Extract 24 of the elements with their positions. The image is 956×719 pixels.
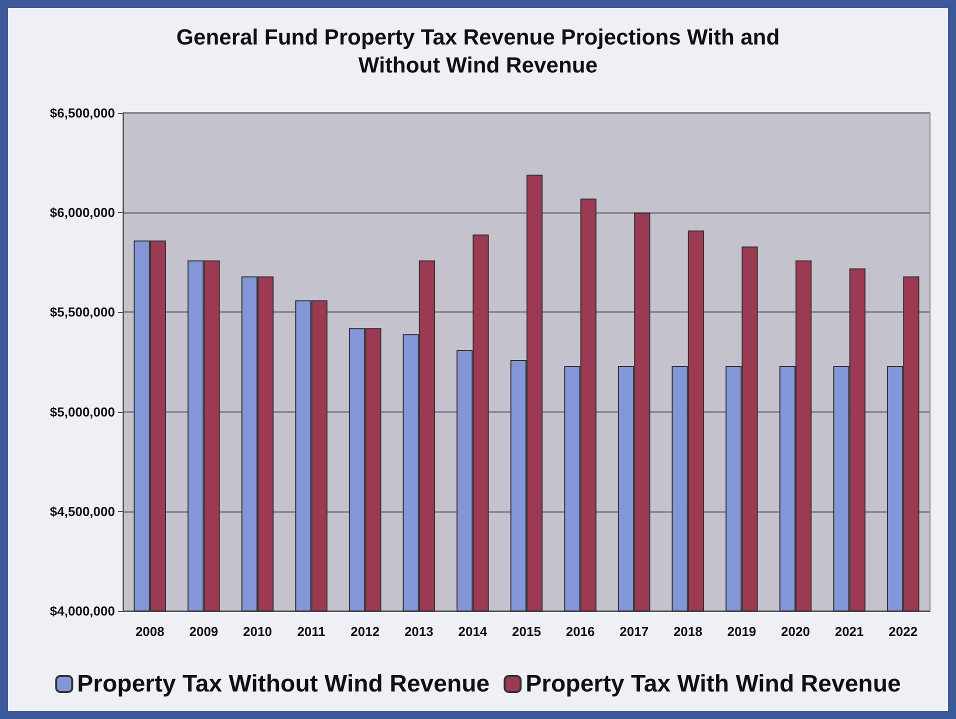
x-tick-label: 2017	[620, 624, 649, 639]
x-tick-label: 2020	[781, 624, 810, 639]
x-tick-label: 2011	[297, 624, 326, 639]
x-tick-label: 2010	[243, 624, 272, 639]
legend-label: Property Tax With Wind Revenue	[526, 670, 901, 698]
x-tick-label: 2021	[834, 624, 864, 639]
x-tick-label: 2019	[727, 624, 756, 639]
y-tick-label: $4,500,000	[50, 504, 115, 519]
x-tick-label: 2016	[566, 624, 595, 639]
x-tick-label: 2014	[458, 624, 488, 639]
chart-title: General Fund Property Tax Revenue Projections With and Without Wind Revenue	[176, 24, 780, 78]
x-tick-label: 2012	[350, 624, 380, 639]
y-tick-label: $6,000,000	[50, 205, 115, 220]
x-tick-label: 2015	[512, 624, 541, 639]
x-tick-label: 2009	[189, 624, 218, 639]
x-tick-label: 2018	[673, 624, 702, 639]
y-tick-label: $6,500,000	[50, 106, 115, 120]
legend-label: Property Tax Without Wind Revenue	[77, 670, 490, 698]
x-tick-label: 2022	[888, 624, 918, 639]
x-tick-label: 2008	[135, 624, 164, 639]
y-tick-label: $5,500,000	[50, 304, 115, 320]
y-tick-label: $4,000,000	[50, 604, 115, 618]
x-tick-label: 2013	[404, 624, 434, 639]
y-tick-label: $5,000,000	[50, 404, 115, 420]
